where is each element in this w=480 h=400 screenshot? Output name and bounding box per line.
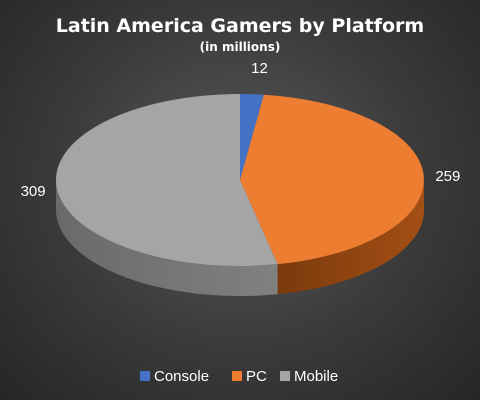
data-label-pc: 259 xyxy=(435,168,460,185)
legend-label-console: Console xyxy=(154,368,209,385)
pie-tops xyxy=(55,93,424,266)
legend: Console PC Mobile xyxy=(140,368,338,385)
legend-swatch-mobile xyxy=(280,371,290,381)
legend-label-pc: PC xyxy=(246,368,267,385)
slice-pc xyxy=(240,94,424,265)
slice-side-pc xyxy=(277,180,424,295)
slice-console xyxy=(240,94,264,180)
pie-data-labels: 12 259 309 xyxy=(21,60,461,200)
legend-swatch-pc xyxy=(232,371,242,381)
legend-label-mobile: Mobile xyxy=(294,368,338,385)
slice-mobile xyxy=(55,93,278,266)
slice-side-mobile xyxy=(56,180,278,296)
data-label-console: 12 xyxy=(251,60,268,77)
pie-sides xyxy=(56,180,424,296)
legend-swatch-console xyxy=(140,371,150,381)
chart-subtitle: (in millions) xyxy=(200,40,281,54)
data-label-mobile: 309 xyxy=(21,183,46,200)
chart-title: Latin America Gamers by Platform xyxy=(56,15,424,37)
